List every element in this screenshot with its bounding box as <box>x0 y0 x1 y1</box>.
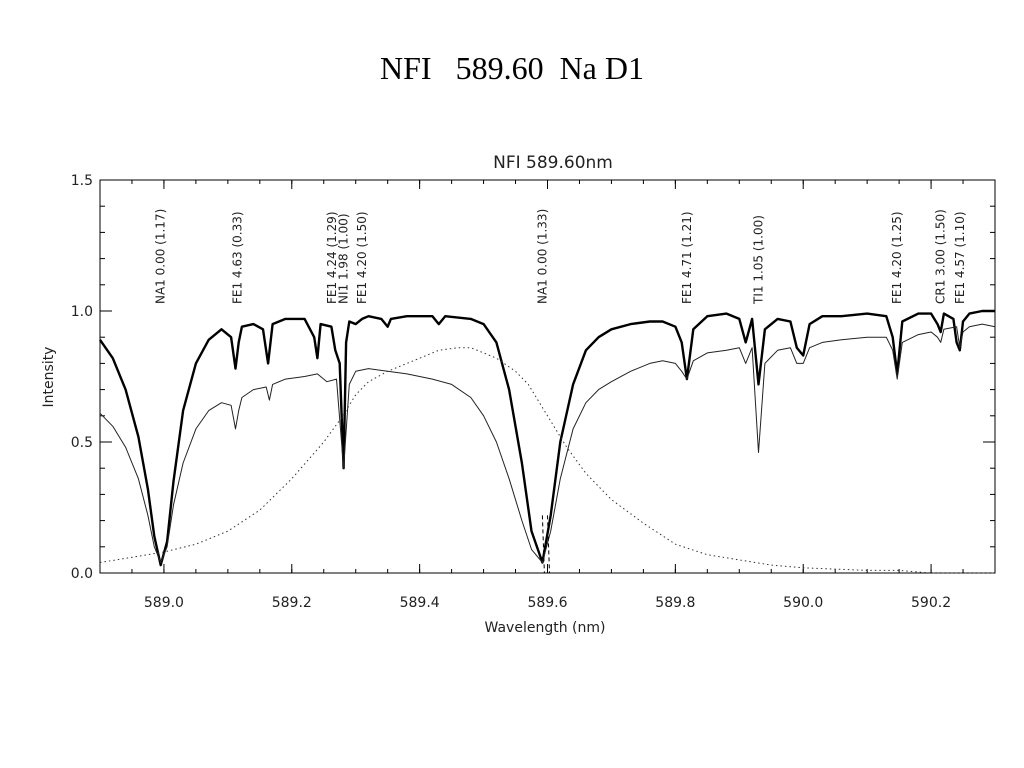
line-annotation: FE1 4.63 (0.33) <box>230 211 244 304</box>
series-thick <box>99 309 995 567</box>
x-tick-label: 589.8 <box>655 595 695 611</box>
spectrum-series <box>99 309 996 574</box>
chart-title: NFI 589.60nm <box>493 153 613 173</box>
series-thin <box>99 323 996 563</box>
x-axis-label: Wavelength (nm) <box>485 620 606 636</box>
y-tick-label: 0.5 <box>71 435 93 451</box>
line-annotation: CR1 3.00 (1.50) <box>934 209 948 304</box>
line-annotation: NA1 0.00 (1.33) <box>535 209 549 304</box>
line-annotations: NA1 0.00 (1.17) FE1 4.63 (0.33) FE1 4.24 (… <box>154 209 967 305</box>
y-tick-label: 0.0 <box>71 566 93 582</box>
series-dotted <box>99 347 995 574</box>
line-annotation: FE1 4.24 (1.29) <box>325 211 339 304</box>
y-axis-label: Intensity <box>41 347 57 408</box>
line-annotation: TI1 1.05 (1.00) <box>751 215 765 305</box>
line-annotation: FE1 4.20 (1.25) <box>890 211 904 304</box>
x-tick-label: 590.0 <box>783 595 823 611</box>
x-tick-label: 589.4 <box>400 595 440 611</box>
line-annotation: FE1 4.71 (1.21) <box>680 211 694 304</box>
x-tick-label: 589.6 <box>527 595 567 611</box>
axis-ticks: 589.0 589.2 589.4 589.6 589.8 590.0 590.2 0.0 0.… <box>71 173 996 611</box>
y-tick-label: 1.0 <box>71 304 93 320</box>
line-annotation: FE1 4.57 (1.10) <box>953 211 967 304</box>
x-tick-label: 589.0 <box>144 595 184 611</box>
y-tick-label: 1.5 <box>71 173 93 189</box>
line-annotation: FE1 4.20 (1.50) <box>355 211 369 304</box>
marker-dash <box>547 515 550 574</box>
slide-title: NFI 589.60 Na D1 <box>380 50 644 86</box>
line-annotation: NA1 0.00 (1.17) <box>154 209 168 304</box>
x-tick-label: 590.2 <box>911 595 951 611</box>
marker-dash <box>541 515 545 574</box>
x-tick-label: 589.2 <box>272 595 312 611</box>
line-annotation: NI1 1.98 (1.00) <box>337 213 351 304</box>
